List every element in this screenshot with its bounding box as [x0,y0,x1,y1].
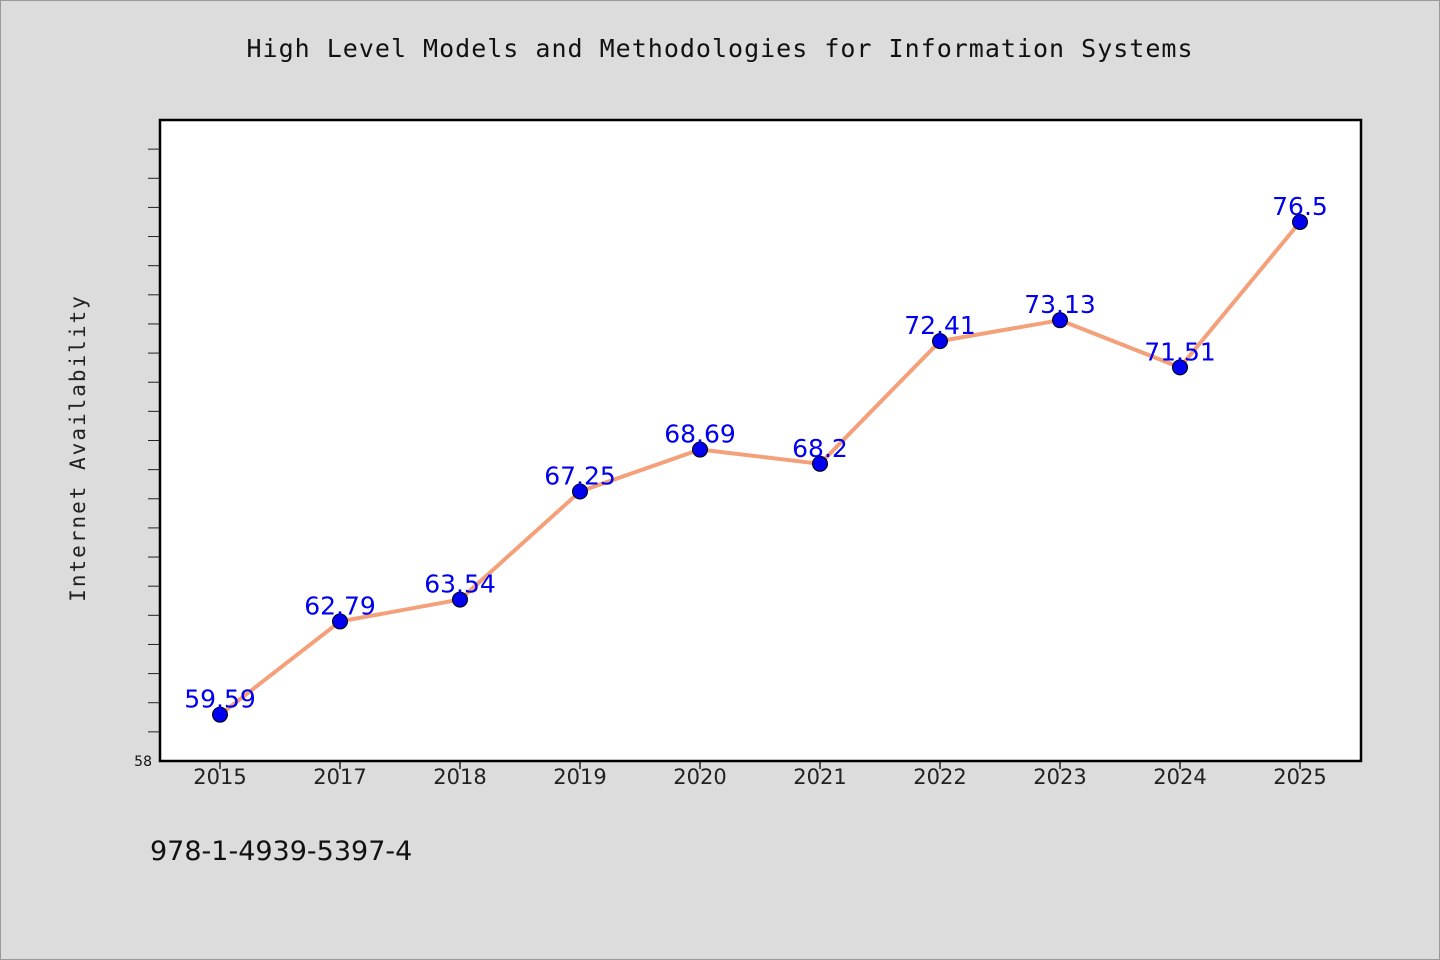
x-tick-label: 2015 [193,765,246,789]
data-label: 63.54 [424,570,496,599]
data-label: 62.79 [304,591,376,620]
x-tick-label: 2022 [913,765,966,789]
x-tick-label: 2023 [1033,765,1086,789]
x-tick-label: 2018 [433,765,486,789]
data-point [812,455,828,472]
x-tick-label: 2024 [1153,765,1206,789]
isbn-text: 978-1-4939-5397-4 [150,836,413,867]
data-point [1172,359,1188,376]
x-tick-label: 2021 [793,765,846,789]
series-line [218,219,1302,717]
data-label: 68.2 [792,434,848,463]
plot-border [158,118,1363,763]
data-label: 68.69 [664,420,736,449]
data-point [332,613,348,630]
data-point [212,706,228,723]
data-point [1052,312,1068,329]
data-label: 59.59 [184,685,256,714]
data-label: 71.51 [1144,337,1216,366]
y-tick-label: 58 [134,754,152,770]
x-tick-label: 2025 [1273,765,1326,789]
data-point [932,333,948,350]
data-label: 73.13 [1024,290,1096,319]
x-tick-label: 2019 [553,765,606,789]
plot-area [160,120,1361,761]
data-point [572,483,588,500]
data-point [452,591,468,608]
data-label: 72.41 [904,311,976,340]
data-label: 76.5 [1272,192,1328,221]
data-point [1292,213,1308,230]
x-tick-label: 2017 [313,765,366,789]
data-label: 67.25 [544,461,616,490]
data-point [692,441,708,458]
x-tick-label: 2020 [673,765,726,789]
chart-title: High Level Models and Methodologies for … [246,34,1194,63]
